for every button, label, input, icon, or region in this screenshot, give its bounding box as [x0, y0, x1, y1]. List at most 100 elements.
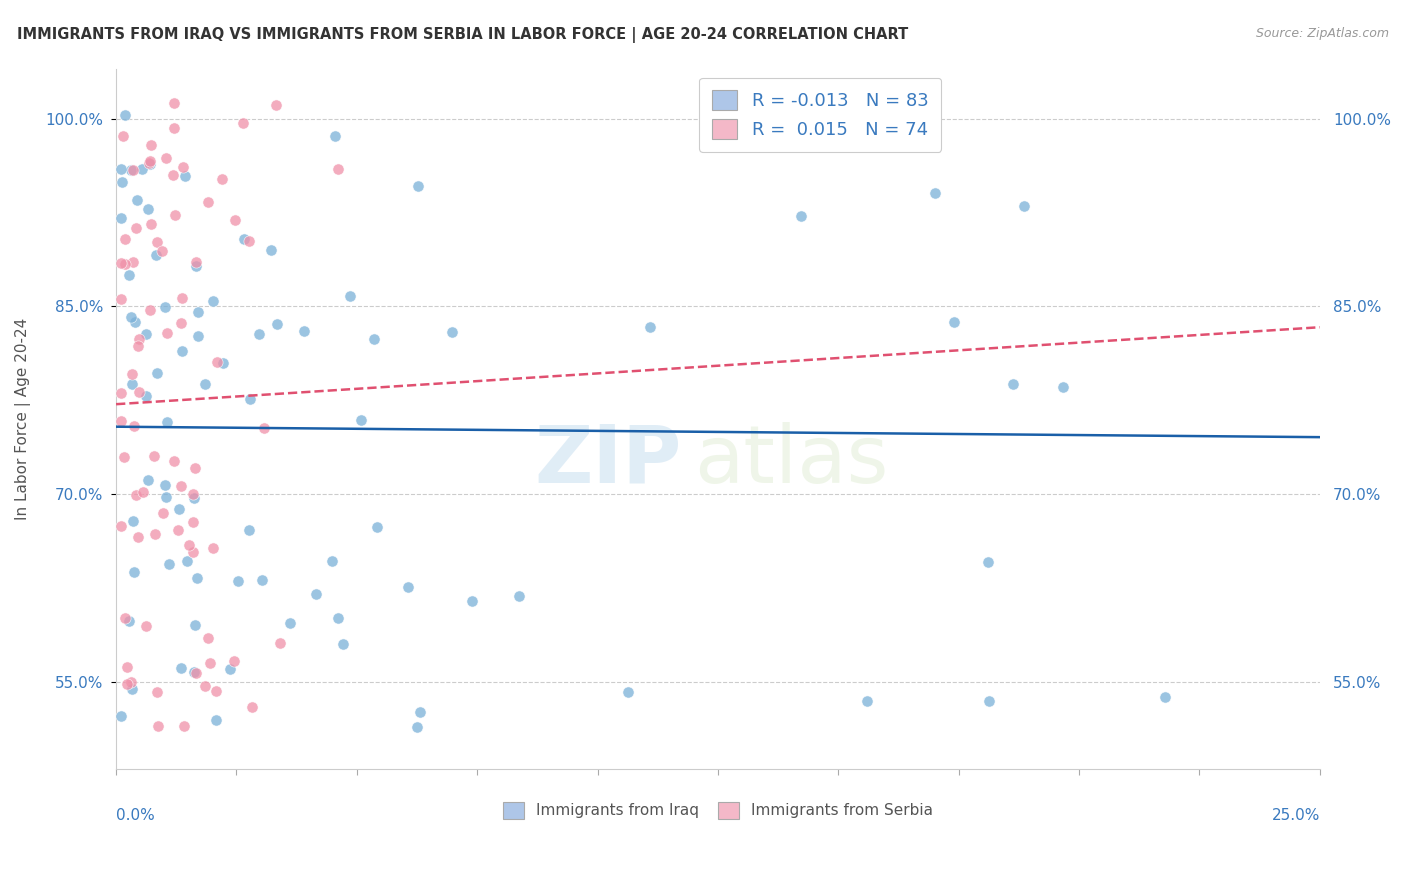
Serbia: [139, 137, 162, 152]
Serbia: [127, 530, 149, 544]
Serbia: [124, 418, 146, 433]
Iraq: [122, 514, 145, 528]
Iraq: [461, 594, 484, 608]
Serbia: [163, 454, 186, 468]
Iraq: [321, 554, 343, 568]
Iraq: [250, 573, 273, 587]
Iraq: [247, 326, 270, 341]
Iraq: [187, 305, 209, 319]
Iraq: [138, 157, 160, 171]
Serbia: [198, 657, 221, 671]
Iraq: [239, 392, 262, 406]
Serbia: [110, 292, 132, 306]
Serbia: [184, 255, 207, 269]
Iraq: [153, 478, 176, 492]
Iraq: [120, 163, 142, 178]
Iraq: [153, 300, 176, 314]
Iraq: [176, 554, 198, 568]
Serbia: [127, 339, 149, 353]
Iraq: [145, 366, 167, 380]
Iraq: [201, 293, 224, 308]
Iraq: [638, 320, 661, 334]
Iraq: [183, 665, 205, 680]
Serbia: [110, 519, 132, 533]
Iraq: [325, 128, 347, 143]
Serbia: [110, 385, 132, 400]
Serbia: [135, 619, 157, 633]
Iraq: [135, 389, 157, 403]
Iraq: [174, 169, 197, 184]
Serbia: [162, 168, 184, 182]
Serbia: [122, 255, 145, 269]
Serbia: [326, 161, 349, 176]
Iraq: [266, 317, 288, 331]
Serbia: [172, 291, 194, 305]
Iraq: [110, 211, 132, 226]
Serbia: [146, 685, 169, 699]
Serbia: [224, 212, 246, 227]
Serbia: [238, 234, 260, 248]
Serbia: [202, 541, 225, 556]
Serbia: [143, 527, 166, 541]
Iraq: [790, 209, 813, 223]
Iraq: [110, 709, 132, 723]
Serbia: [240, 700, 263, 714]
Iraq: [977, 694, 1000, 708]
Serbia: [172, 160, 194, 174]
Y-axis label: In Labor Force | Age 20-24: In Labor Force | Age 20-24: [15, 318, 31, 520]
Serbia: [121, 368, 143, 382]
Serbia: [121, 163, 143, 178]
Serbia: [124, 488, 146, 502]
Serbia: [197, 631, 219, 645]
Iraq: [350, 413, 373, 427]
Serbia: [125, 221, 148, 235]
Iraq: [328, 611, 350, 625]
Iraq: [339, 289, 361, 303]
Iraq: [1014, 199, 1036, 213]
Iraq: [211, 356, 233, 370]
Text: atlas: atlas: [695, 422, 889, 500]
Iraq: [508, 589, 530, 603]
Serbia: [170, 316, 193, 330]
Iraq: [1052, 380, 1074, 394]
Text: 25.0%: 25.0%: [1271, 808, 1320, 822]
Serbia: [163, 121, 186, 136]
Iraq: [260, 243, 283, 257]
Iraq: [118, 268, 141, 282]
Iraq: [124, 315, 146, 329]
Iraq: [194, 377, 217, 392]
Iraq: [226, 574, 249, 588]
Serbia: [110, 414, 132, 428]
Serbia: [115, 660, 138, 674]
Serbia: [115, 677, 138, 691]
Serbia: [179, 538, 201, 552]
Serbia: [112, 450, 135, 464]
Iraq: [1153, 690, 1175, 704]
Serbia: [138, 156, 160, 170]
Serbia: [114, 611, 136, 625]
Text: 0.0%: 0.0%: [117, 808, 155, 822]
Iraq: [305, 586, 328, 600]
Iraq: [122, 565, 145, 579]
Serbia: [181, 545, 204, 559]
Iraq: [169, 661, 191, 675]
Serbia: [146, 719, 169, 733]
Iraq: [396, 580, 419, 594]
Iraq: [114, 108, 136, 122]
Iraq: [135, 326, 157, 341]
Iraq: [136, 473, 159, 487]
Iraq: [942, 315, 965, 329]
Serbia: [114, 256, 136, 270]
Serbia: [145, 235, 167, 249]
Iraq: [292, 324, 315, 338]
Iraq: [121, 376, 143, 391]
Iraq: [167, 501, 190, 516]
Serbia: [163, 208, 186, 222]
Serbia: [162, 95, 184, 110]
Serbia: [232, 116, 254, 130]
Serbia: [155, 152, 177, 166]
Serbia: [222, 654, 245, 668]
Serbia: [170, 479, 193, 493]
Iraq: [183, 491, 205, 506]
Serbia: [184, 666, 207, 681]
